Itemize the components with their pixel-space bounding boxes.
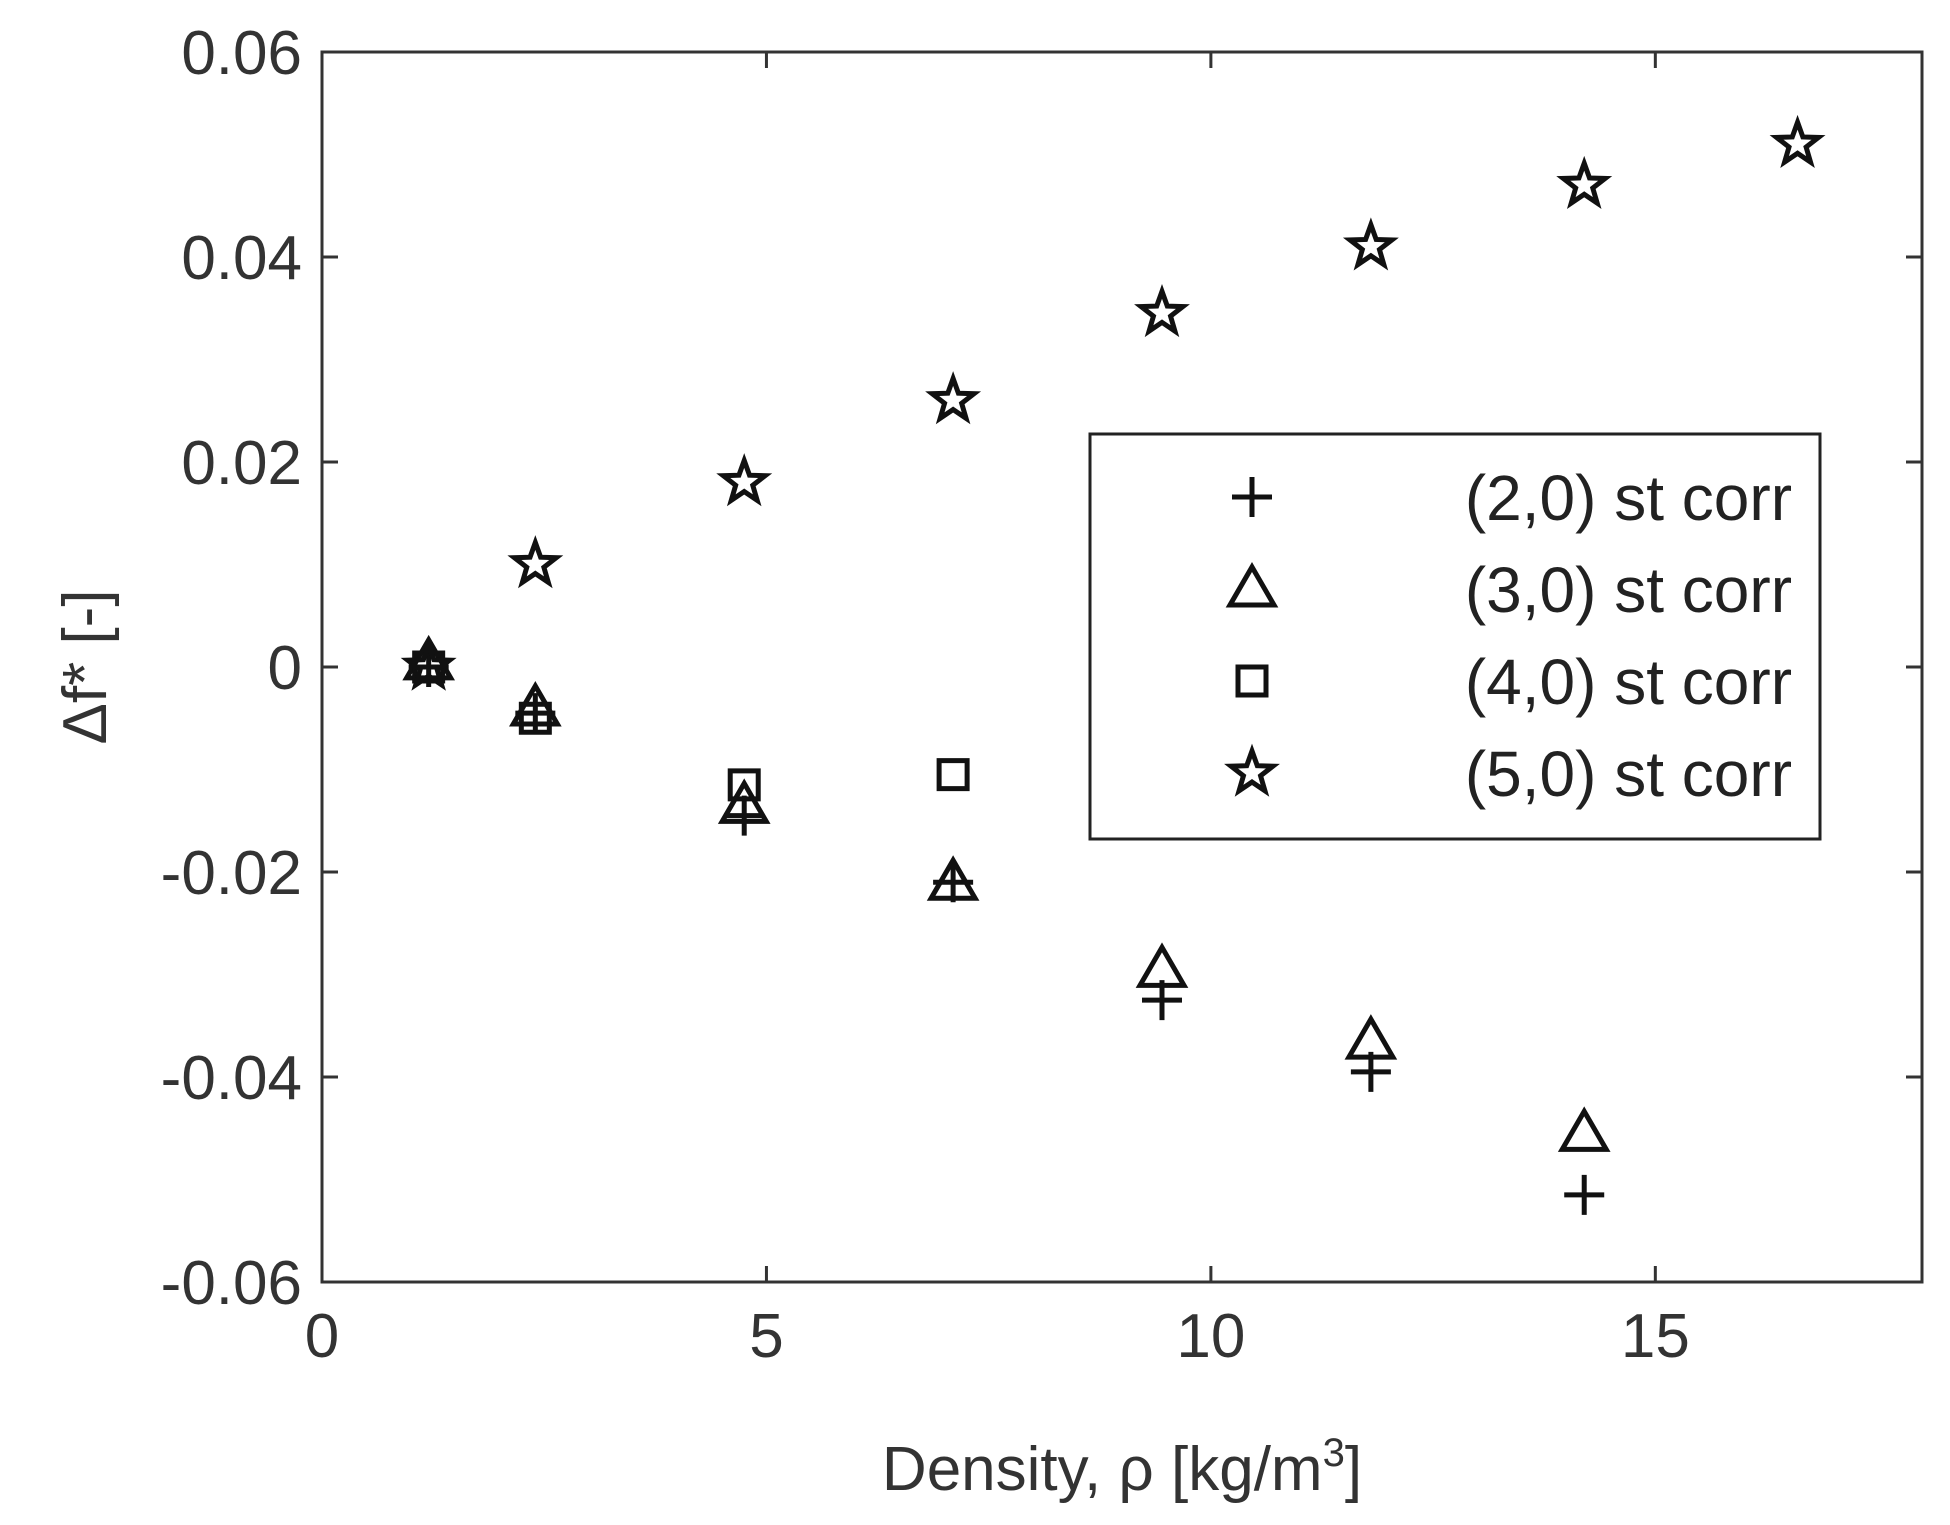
legend-marker-plus: [1232, 477, 1272, 517]
data-point-star: [1342, 217, 1399, 271]
legend-marker-square: [1235, 664, 1269, 698]
legend-label: (2,0) st corr: [1465, 462, 1792, 534]
y-tick-label: -0.06: [161, 1249, 302, 1318]
data-point-star: [1556, 155, 1613, 210]
data-point-triangle: [717, 778, 771, 824]
legend: (2,0) st corr (3,0) st corr (4,0) st corr (…: [1088, 432, 1822, 841]
plot-frame: [320, 50, 1924, 1284]
x-tick-label: 10: [1176, 1302, 1245, 1371]
markers-layer: [400, 114, 1826, 1215]
data-point-star: [400, 637, 457, 691]
y-tick-label: -0.02: [161, 839, 302, 908]
data-point-star: [925, 371, 982, 425]
data-point-plus: [724, 795, 765, 836]
y-tick-label: 0: [268, 634, 302, 703]
data-point-star: [716, 453, 773, 507]
x-tick-label: 15: [1621, 1302, 1690, 1371]
data-point-triangle: [926, 855, 980, 901]
y-axis-title: Δf* [-]: [51, 589, 120, 744]
y-tick-label: 0.06: [181, 19, 302, 88]
data-point-square: [727, 768, 761, 802]
data-point-square: [936, 758, 970, 792]
y-tick-label: -0.04: [161, 1044, 302, 1113]
data-point-plus: [1564, 1174, 1605, 1215]
x-axis-title-end: ]: [1345, 1435, 1362, 1504]
y-tick-label: 0.04: [181, 224, 302, 293]
x-axis-title-main: Density, ρ [kg/m: [882, 1435, 1323, 1504]
legend-marker-star: [1224, 743, 1280, 797]
x-tick-label: 5: [749, 1302, 783, 1371]
legend-marker-triangle: [1225, 562, 1279, 608]
data-point-square: [518, 701, 552, 735]
x-axis-title-superscript: 3: [1323, 1431, 1345, 1475]
x-tick-label: 0: [305, 1302, 339, 1371]
legend-box: [1088, 432, 1822, 841]
y-tick-label: 0.02: [181, 429, 302, 498]
legend-label: (3,0) st corr: [1465, 554, 1792, 626]
data-point-triangle: [1344, 1014, 1398, 1060]
legend-label: (4,0) st corr: [1465, 646, 1792, 718]
x-axis-title: Density, ρ [kg/m3]: [882, 1431, 1362, 1504]
data-point-triangle: [1557, 1106, 1611, 1152]
legend-items: (2,0) st corr (3,0) st corr (4,0) st corr (…: [1224, 462, 1792, 810]
legend-label: (5,0) st corr: [1465, 738, 1792, 810]
data-point-star: [1134, 283, 1190, 338]
data-point-star: [1769, 114, 1826, 169]
ticks-layer: 0 5 10 15 -0.06 -0.04 -0.02 0 0.02 0.04 0.06: [161, 19, 1922, 1371]
data-point-triangle: [1135, 942, 1189, 988]
data-point-star: [507, 535, 564, 589]
